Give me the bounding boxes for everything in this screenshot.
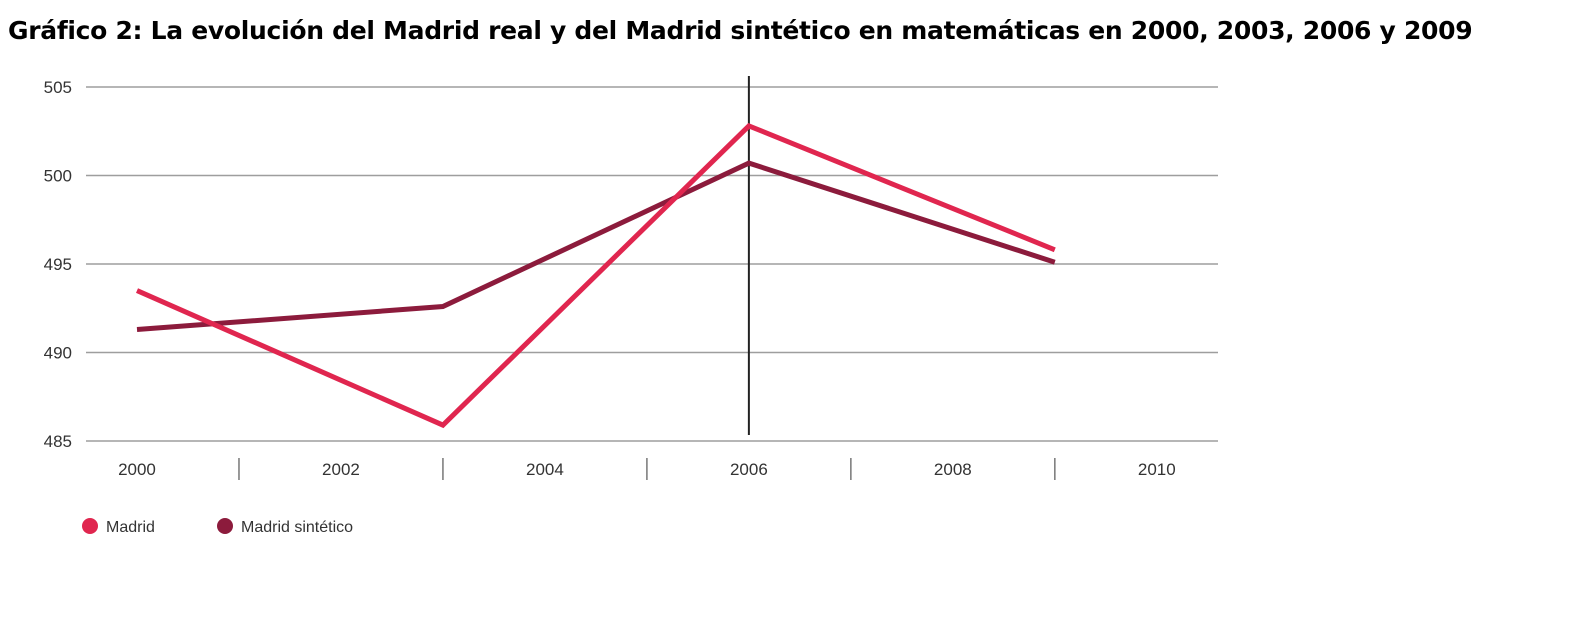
x-tick-label: 2006 [730, 460, 768, 479]
chart-title: Gráfico 2: La evolución del Madrid real … [8, 16, 1473, 45]
x-tick-label: 2000 [118, 460, 156, 479]
y-tick-label: 485 [44, 432, 72, 451]
x-tick-label: 2002 [322, 460, 360, 479]
x-tick-label: 2010 [1138, 460, 1176, 479]
x-tick-label: 2004 [526, 460, 564, 479]
series-line-madrid [135, 122, 1056, 429]
y-axis-ticks: 505 500 495 490 485 [44, 78, 72, 451]
legend: Madrid Madrid sintético [82, 518, 353, 536]
y-tick-label: 500 [44, 167, 72, 186]
x-axis-ticks: 2000 2002 2004 2006 2008 2010 [118, 458, 1176, 480]
y-tick-label: 490 [44, 344, 72, 363]
legend-label-madrid: Madrid [106, 519, 155, 536]
series-lines [135, 122, 1056, 429]
y-tick-label: 505 [44, 78, 72, 97]
gridlines [86, 86, 1218, 442]
series-line-madrid-sint-tico [136, 160, 1056, 332]
x-tick-label: 2008 [934, 460, 972, 479]
y-tick-label: 495 [44, 255, 72, 274]
legend-label-madrid-sint-tico: Madrid sintético [241, 519, 353, 536]
legend-marker-madrid-sint-tico [217, 518, 233, 534]
legend-marker-madrid [82, 518, 98, 534]
